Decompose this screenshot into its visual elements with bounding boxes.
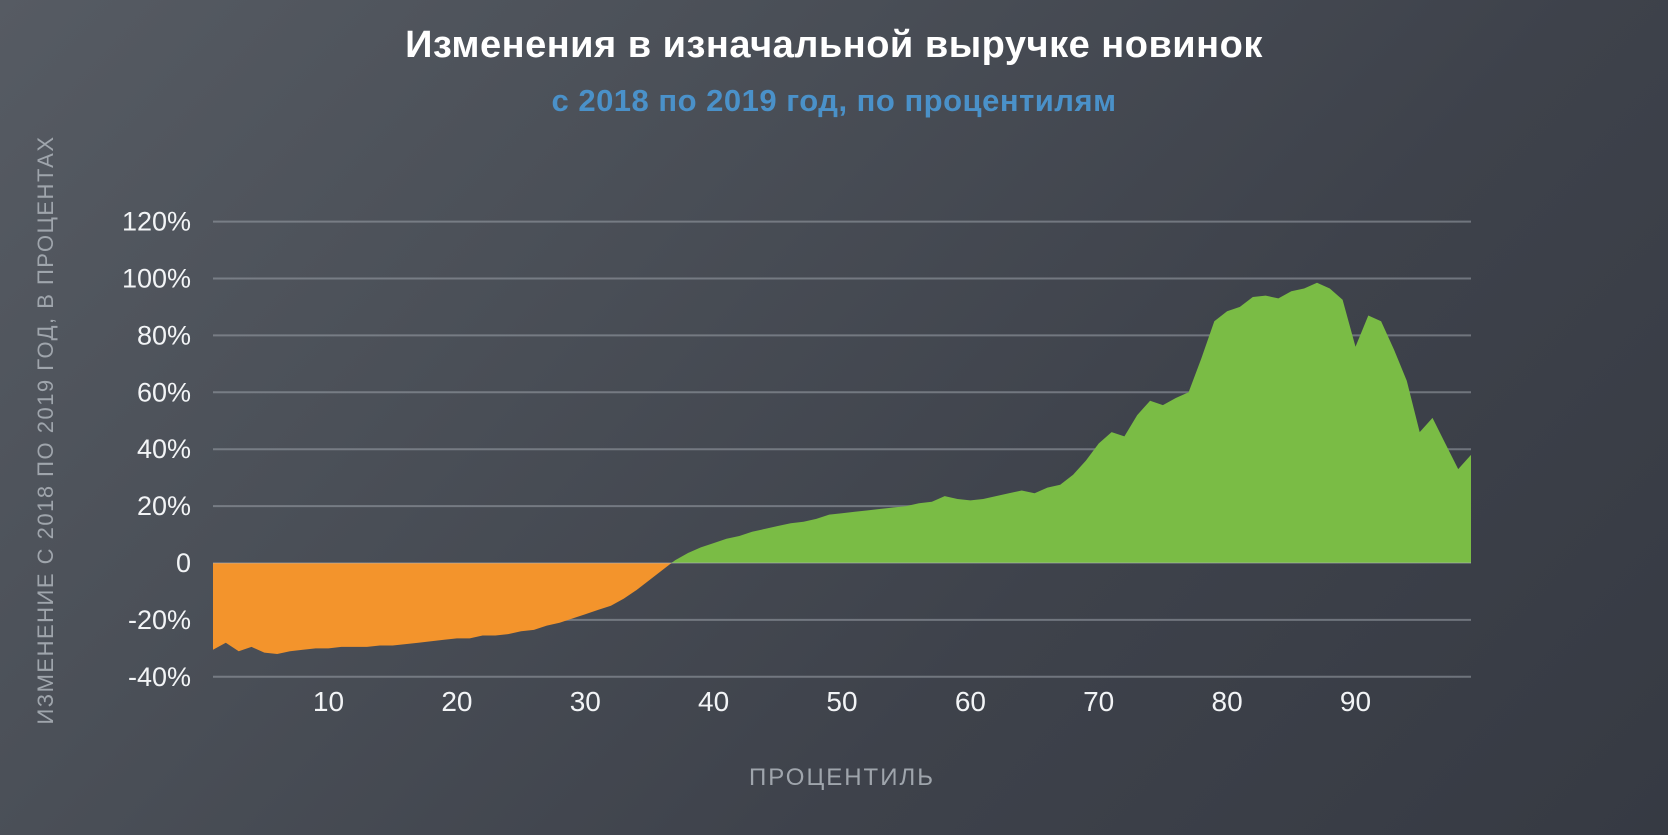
y-tick-label: 60%	[137, 377, 191, 407]
x-tick-label: 50	[826, 686, 857, 717]
y-tick-label: -40%	[128, 662, 191, 692]
chart-title: Изменения в изначальной выручке новинок	[405, 24, 1263, 66]
x-tick-label: 30	[570, 686, 601, 717]
area-negative	[213, 563, 1471, 654]
x-tick-label: 20	[441, 686, 472, 717]
y-tick-label: 20%	[137, 491, 191, 521]
y-tick-label: 0	[176, 548, 191, 578]
y-tick-label: -20%	[128, 605, 191, 635]
area-positive	[213, 282, 1471, 563]
x-tick-label: 10	[313, 686, 344, 717]
x-tick-label: 60	[955, 686, 986, 717]
y-tick-label: 40%	[137, 434, 191, 464]
x-tick-label: 90	[1340, 686, 1371, 717]
y-tick-label: 120%	[122, 207, 191, 237]
x-tick-label: 80	[1212, 686, 1243, 717]
y-tick-label: 100%	[122, 264, 191, 294]
x-axis-title: ПРОЦЕНТИЛЬ	[749, 764, 935, 791]
x-tick-label: 70	[1083, 686, 1114, 717]
y-tick-label: 80%	[137, 320, 191, 350]
chart-subtitle: с 2018 по 2019 год, по процентилям	[551, 83, 1117, 118]
x-tick-label: 40	[698, 686, 729, 717]
